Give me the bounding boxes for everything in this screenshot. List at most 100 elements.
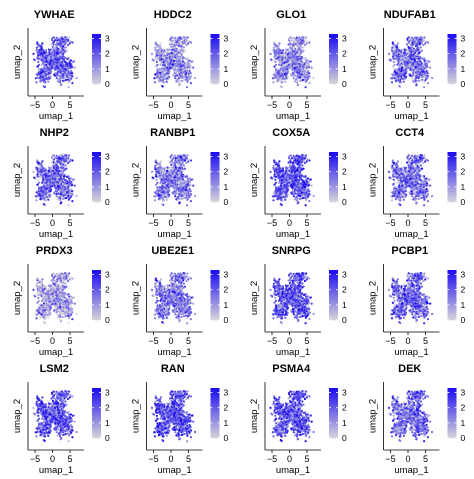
colorbar-segment [92,162,101,165]
cell-point [72,60,75,63]
cell-point [289,40,293,43]
cell-point [66,43,69,47]
cell-point [64,197,67,200]
cell-point [427,75,430,78]
cell-point [388,58,391,61]
colorbar-tick-label: 3 [224,34,229,44]
cell-point [156,75,159,78]
cell-point [160,60,163,63]
cell-point [157,79,160,82]
cell-point [300,73,304,76]
colorbar-tick-label: 1 [224,64,229,74]
cell-point [168,177,171,180]
colorbar-segment [329,49,338,52]
cell-point [63,42,66,45]
colorbar-tick-label: 0 [224,79,229,89]
cell-point [304,76,307,79]
cell-point [50,155,54,158]
cell-point [397,58,400,61]
cell-point [303,73,306,76]
cell-point [306,76,309,79]
cell-point [300,38,303,41]
cell-point [38,50,41,53]
cell-point [175,66,178,70]
cell-point [53,63,56,66]
colorbar-tick-label: 2 [461,49,466,59]
cell-point [37,75,41,78]
cell-point [157,197,160,200]
cell-point [51,59,54,62]
cell-point [34,77,37,80]
cell-point [296,75,299,78]
cell-point [151,58,154,61]
cell-point [65,167,68,170]
cell-point [75,76,78,80]
cell-point [312,76,315,80]
cell-point [179,179,182,182]
cell-point [167,62,170,65]
cell-point [414,38,417,41]
cell-point [402,68,405,71]
cell-point [310,66,313,69]
cell-point [38,166,41,169]
cell-point [291,43,294,46]
y-axis-label: umap_2 [12,45,23,79]
cell-point [417,42,420,46]
cell-point [158,68,161,71]
cell-point [36,173,39,176]
cell-point [154,159,157,162]
x-axis-label: umap_1 [394,111,428,122]
cell-point [300,69,303,72]
cell-point [398,68,401,71]
cell-point [59,202,62,205]
cell-point [158,56,161,59]
cell-point [274,60,277,63]
cell-point [302,49,305,52]
cell-point [35,81,38,84]
cell-point [403,77,406,80]
cell-point [293,80,296,83]
cell-point [173,58,176,61]
colorbar-segment [92,34,101,37]
cell-point [154,50,157,53]
cell-point [75,194,78,198]
cell-point [66,73,69,76]
cell-point [51,56,54,59]
cell-point [57,58,60,61]
cell-point [184,73,187,76]
cell-point [187,42,190,45]
cell-point [38,48,41,51]
colorbar-tick-label: 2 [105,49,110,59]
cell-point [68,42,71,45]
cell-point [411,36,414,40]
cell-point [286,62,289,65]
cell-point [391,50,394,53]
colorbar-segment [92,174,101,178]
cell-point [67,76,70,79]
cell-point [64,75,67,78]
cell-point [50,37,54,40]
cell-point [185,67,188,71]
cell-point [411,39,414,42]
colorbar-segment [329,46,338,50]
cell-point [166,166,169,169]
cell-point [177,197,180,200]
cell-point [35,191,38,194]
cell-point [190,75,193,78]
cell-point [55,195,58,198]
x-tick-label: −5 [267,100,277,110]
cell-point [55,36,58,40]
cell-point [64,46,67,49]
cell-point [41,160,44,163]
cell-point [35,199,38,202]
cell-point [60,61,64,64]
cell-point [55,176,58,179]
cell-point [44,174,48,177]
cell-point [301,46,304,49]
cell-point [400,56,403,60]
cell-point [43,64,46,67]
cell-point [426,72,429,75]
cell-point [154,168,157,171]
cell-point [169,185,172,188]
